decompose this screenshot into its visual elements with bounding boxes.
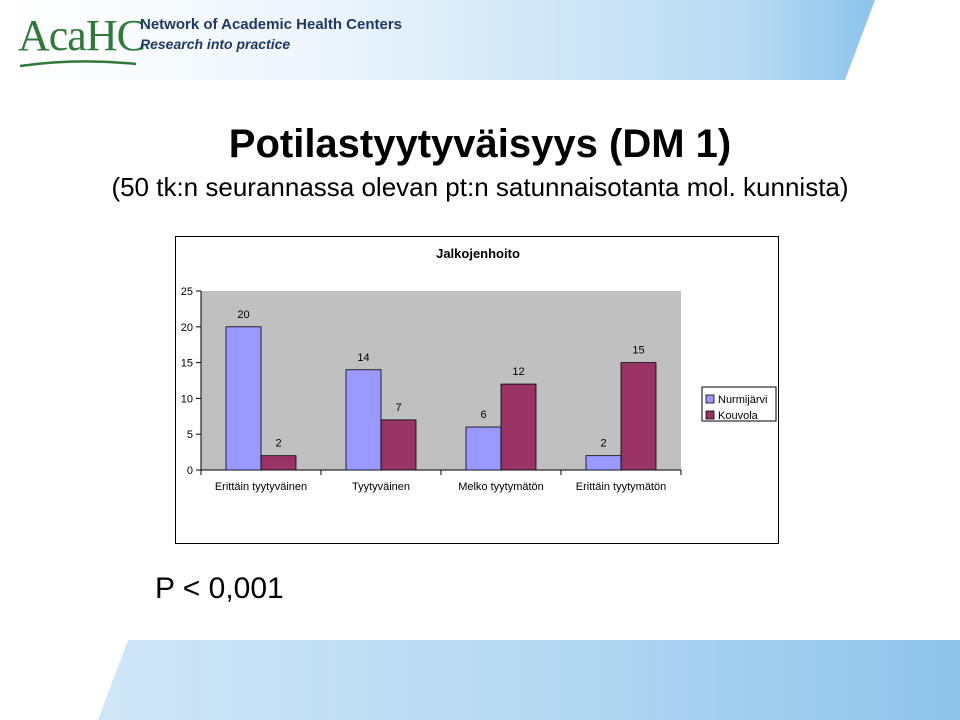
bar-kouvola bbox=[620, 362, 657, 471]
bar-nurmijärvi bbox=[225, 326, 262, 471]
bar-kouvola bbox=[500, 383, 537, 471]
data-label: 20 bbox=[237, 309, 249, 321]
x-category-label: Melko tyytymätön bbox=[458, 481, 544, 493]
org-tagline: Research into practice bbox=[140, 36, 291, 52]
acahc-logo: AcaHC bbox=[18, 10, 146, 68]
bottom-banner bbox=[98, 640, 960, 720]
data-label: 2 bbox=[275, 438, 281, 450]
y-tick-label: 25 bbox=[181, 286, 193, 298]
legend-label: Kouvola bbox=[718, 410, 759, 422]
chart-container: Jalkojenhoito 0 5 10 15 20 25 20 2 Erittäin tyyty… bbox=[175, 236, 779, 544]
top-banner bbox=[0, 0, 875, 80]
data-label: 12 bbox=[512, 366, 524, 378]
org-name: Network of Academic Health Centers bbox=[140, 16, 403, 33]
logo-mark: AcaHC bbox=[18, 11, 146, 60]
bar-nurmijärvi bbox=[345, 369, 382, 471]
data-label: 14 bbox=[357, 352, 369, 364]
bar-chart: Jalkojenhoito 0 5 10 15 20 25 20 2 Erittäin tyyty… bbox=[181, 246, 777, 493]
legend-swatch bbox=[705, 410, 715, 420]
y-tick-label: 15 bbox=[181, 358, 193, 370]
legend-label: Nurmijärvi bbox=[718, 394, 768, 406]
legend-swatch bbox=[705, 394, 715, 404]
logo-text: Network of Academic Health Centers Resea… bbox=[140, 16, 402, 52]
y-tick-label: 5 bbox=[187, 429, 193, 441]
y-tick-label: 10 bbox=[181, 393, 193, 405]
chart-title: Jalkojenhoito bbox=[436, 246, 520, 261]
y-tick-label: 0 bbox=[187, 465, 193, 477]
y-tick-label: 20 bbox=[181, 322, 193, 334]
x-category-label: Tyytyväinen bbox=[352, 481, 410, 493]
data-label: 7 bbox=[395, 402, 401, 414]
slide-title: Potilastyytyväisyys (DM 1) bbox=[228, 122, 732, 166]
x-category-label: Erittäin tyytymätön bbox=[576, 481, 666, 493]
bar-kouvola bbox=[380, 419, 417, 471]
bar-kouvola bbox=[260, 455, 297, 471]
bar-nurmijärvi bbox=[465, 426, 502, 471]
bar-nurmijärvi bbox=[585, 455, 622, 471]
x-category-label: Erittäin tyytyväinen bbox=[215, 481, 307, 493]
logo-swoosh-icon bbox=[19, 60, 137, 68]
slide-subtitle: (50 tk:n seurannassa olevan pt:n satunna… bbox=[111, 172, 849, 202]
p-value: P < 0,001 bbox=[155, 572, 284, 605]
data-label: 6 bbox=[480, 409, 486, 421]
data-label: 2 bbox=[600, 438, 606, 450]
plot-area bbox=[201, 291, 681, 470]
data-label: 15 bbox=[632, 345, 644, 357]
